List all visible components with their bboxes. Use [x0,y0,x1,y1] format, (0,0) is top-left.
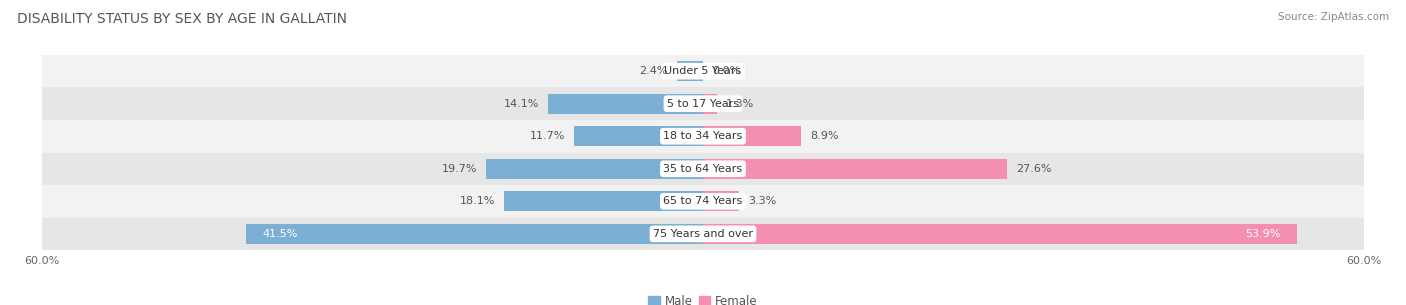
Text: 0.0%: 0.0% [711,66,740,76]
Bar [703,159,1007,179]
Text: 35 to 64 Years: 35 to 64 Years [664,164,742,174]
Bar [486,159,703,179]
Bar [703,224,1296,244]
Text: Source: ZipAtlas.com: Source: ZipAtlas.com [1278,12,1389,22]
Bar [574,126,703,146]
Text: 3.3%: 3.3% [748,196,776,206]
Bar [42,120,1364,152]
Legend: Male, Female: Male, Female [644,290,762,305]
Bar [503,191,703,211]
Bar [703,191,740,211]
Text: 75 Years and over: 75 Years and over [652,229,754,239]
Bar [676,61,703,81]
Text: 18 to 34 Years: 18 to 34 Years [664,131,742,141]
Text: 19.7%: 19.7% [441,164,477,174]
Bar [42,217,1364,250]
Bar [703,126,801,146]
Text: 2.4%: 2.4% [640,66,668,76]
Text: 11.7%: 11.7% [530,131,565,141]
Text: Under 5 Years: Under 5 Years [665,66,741,76]
Text: 41.5%: 41.5% [263,229,298,239]
Bar [246,224,703,244]
Text: 1.3%: 1.3% [725,99,755,109]
Text: 14.1%: 14.1% [503,99,538,109]
Bar [703,94,717,114]
Bar [42,55,1364,88]
Text: 27.6%: 27.6% [1015,164,1052,174]
Text: 53.9%: 53.9% [1244,229,1279,239]
Bar [42,152,1364,185]
Text: 8.9%: 8.9% [810,131,838,141]
Text: 5 to 17 Years: 5 to 17 Years [666,99,740,109]
Text: 18.1%: 18.1% [460,196,495,206]
Bar [42,185,1364,217]
Text: 65 to 74 Years: 65 to 74 Years [664,196,742,206]
Bar [42,88,1364,120]
Text: DISABILITY STATUS BY SEX BY AGE IN GALLATIN: DISABILITY STATUS BY SEX BY AGE IN GALLA… [17,12,347,26]
Bar [548,94,703,114]
